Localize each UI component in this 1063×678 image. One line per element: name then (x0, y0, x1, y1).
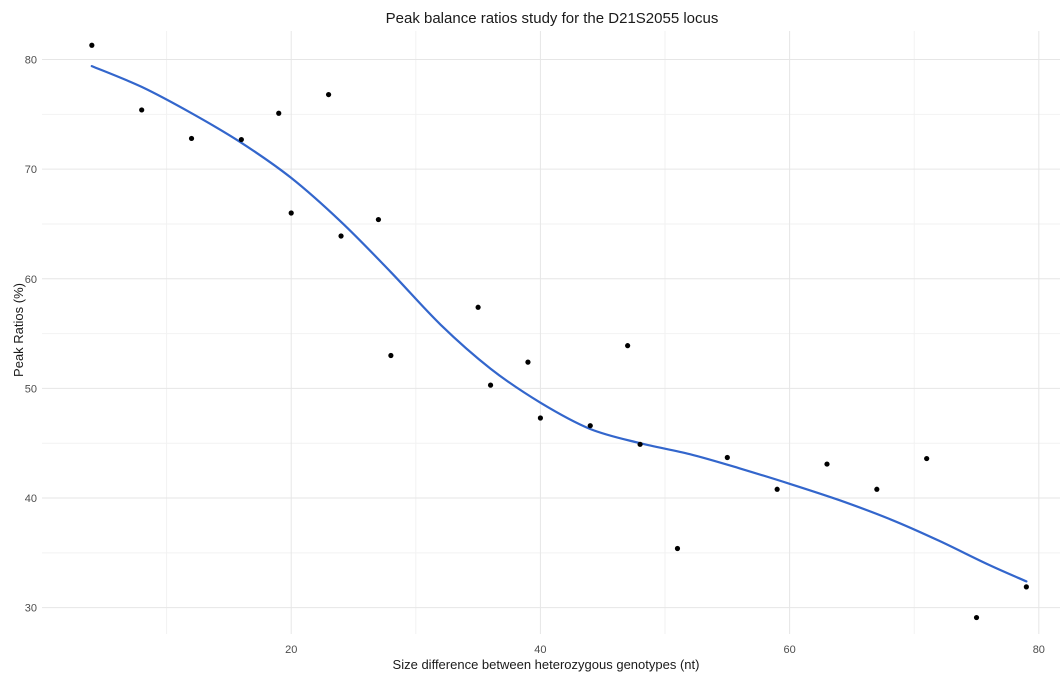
smooth-trend-line (90, 65, 1028, 583)
data-point-7 (338, 233, 344, 239)
data-point-11 (487, 382, 494, 388)
data-point-8 (375, 216, 382, 223)
grid (42, 31, 1060, 634)
y-axis-label: Peak Ratios (%) (11, 283, 26, 377)
data-point-15 (625, 343, 631, 349)
y-tick-label-1: 40 (25, 493, 37, 505)
data-point-4 (276, 110, 282, 116)
data-point-3 (238, 136, 244, 143)
data-point-18 (724, 454, 730, 461)
data-point-1 (139, 107, 145, 113)
x-tick-labels: 20 40 60 80 (285, 644, 1045, 656)
data-point-14 (587, 423, 593, 429)
x-tick-label-3: 80 (1033, 644, 1045, 656)
data-point-0 (89, 42, 95, 48)
data-point-21 (874, 486, 880, 492)
data-point-9 (388, 352, 394, 359)
x-tick-label-2: 60 (783, 644, 795, 656)
y-tick-label-3: 60 (25, 274, 37, 286)
y-tick-label-4: 70 (25, 164, 37, 176)
data-point-5 (288, 210, 294, 216)
y-tick-label-2: 50 (25, 383, 37, 395)
data-points (89, 42, 1029, 621)
data-point-24 (1023, 584, 1029, 590)
trend-line (90, 65, 1028, 583)
data-point-22 (924, 455, 930, 462)
data-point-10 (475, 304, 481, 310)
data-point-20 (824, 461, 830, 467)
data-point-2 (188, 135, 195, 142)
data-point-17 (674, 545, 681, 552)
x-tick-label-0: 20 (285, 644, 297, 656)
data-point-19 (774, 486, 780, 492)
chart-title: Peak balance ratios study for the D21S20… (386, 10, 719, 27)
data-point-23 (973, 614, 980, 621)
y-tick-labels: 30 40 50 60 70 80 (25, 55, 37, 615)
y-tick-label-0: 30 (25, 603, 37, 615)
data-point-6 (325, 91, 332, 98)
data-point-12 (525, 359, 531, 365)
x-axis-label: Size difference between heterozygous gen… (393, 657, 700, 672)
data-point-13 (537, 415, 544, 421)
y-tick-label-5: 80 (25, 55, 37, 67)
x-tick-label-1: 40 (534, 644, 546, 656)
data-point-16 (637, 441, 643, 447)
